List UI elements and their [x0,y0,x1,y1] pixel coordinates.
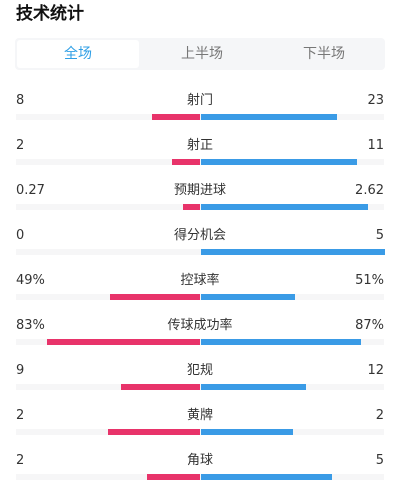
stat-name: 黄牌 [186,408,213,423]
home-bar [108,429,200,435]
home-bar [183,204,200,210]
stat-row-yellow-cards: 2 黄牌 2 [0,407,400,447]
away-bar [201,114,337,120]
stat-row-big-chances: 0 得分机会 5 [0,227,400,267]
home-value: 83% [16,318,45,333]
away-value: 5 [375,453,384,468]
bar-track [16,114,384,120]
away-value: 12 [367,363,384,378]
away-value: 11 [367,138,384,153]
home-value: 8 [16,93,25,108]
away-bar [201,429,293,435]
home-value: 2 [16,138,25,153]
bar-track [16,384,384,390]
stat-name: 角球 [186,453,213,468]
away-value: 23 [367,93,384,108]
bar-track [16,429,384,435]
home-bar [147,474,200,480]
away-bar [201,339,361,345]
away-bar [201,159,357,165]
stat-name: 射正 [186,138,213,153]
stat-name: 预期进球 [173,183,226,198]
home-value: 9 [16,363,25,378]
away-bar [201,294,295,300]
home-bar [121,384,200,390]
period-tabs: 全场 上半场 下半场 [15,38,385,70]
stat-name: 犯规 [186,363,213,378]
away-bar [201,474,332,480]
stat-row-shots: 8 射门 23 [0,92,400,132]
stat-row-expected-goals: 0.27 预期进球 2.62 [0,182,400,222]
home-value: 0 [16,228,25,243]
away-bar [201,384,306,390]
stat-name: 传球成功率 [167,318,233,333]
away-value: 2.62 [355,183,384,198]
home-value: 2 [16,408,25,423]
away-bar [201,249,385,255]
stat-name: 射门 [186,93,213,108]
tab-full-match[interactable]: 全场 [17,40,139,68]
tab-second-half[interactable]: 下半场 [303,46,345,62]
bar-track [16,249,384,255]
home-bar [172,159,200,165]
stat-name: 控球率 [180,273,220,288]
stat-row-pass-accuracy: 83% 传球成功率 87% [0,317,400,357]
away-value: 51% [355,273,384,288]
away-value: 5 [375,228,384,243]
home-value: 2 [16,453,25,468]
bar-track [16,474,384,480]
away-value: 87% [355,318,384,333]
bar-track [16,294,384,300]
bar-track [16,339,384,345]
stat-row-possession: 49% 控球率 51% [0,272,400,312]
page-title: 技术统计 [16,4,84,24]
away-value: 2 [375,408,384,423]
home-bar [110,294,200,300]
stat-row-corners: 2 角球 5 [0,452,400,492]
home-value: 49% [16,273,45,288]
stat-name: 得分机会 [173,228,226,243]
home-bar [47,339,200,345]
home-bar [152,114,200,120]
stat-row-fouls: 9 犯规 12 [0,362,400,402]
bar-track [16,204,384,210]
tab-first-half[interactable]: 上半场 [181,46,223,62]
away-bar [201,204,368,210]
stat-row-shots-on-target: 2 射正 11 [0,137,400,177]
home-value: 0.27 [16,183,45,198]
bar-track [16,159,384,165]
